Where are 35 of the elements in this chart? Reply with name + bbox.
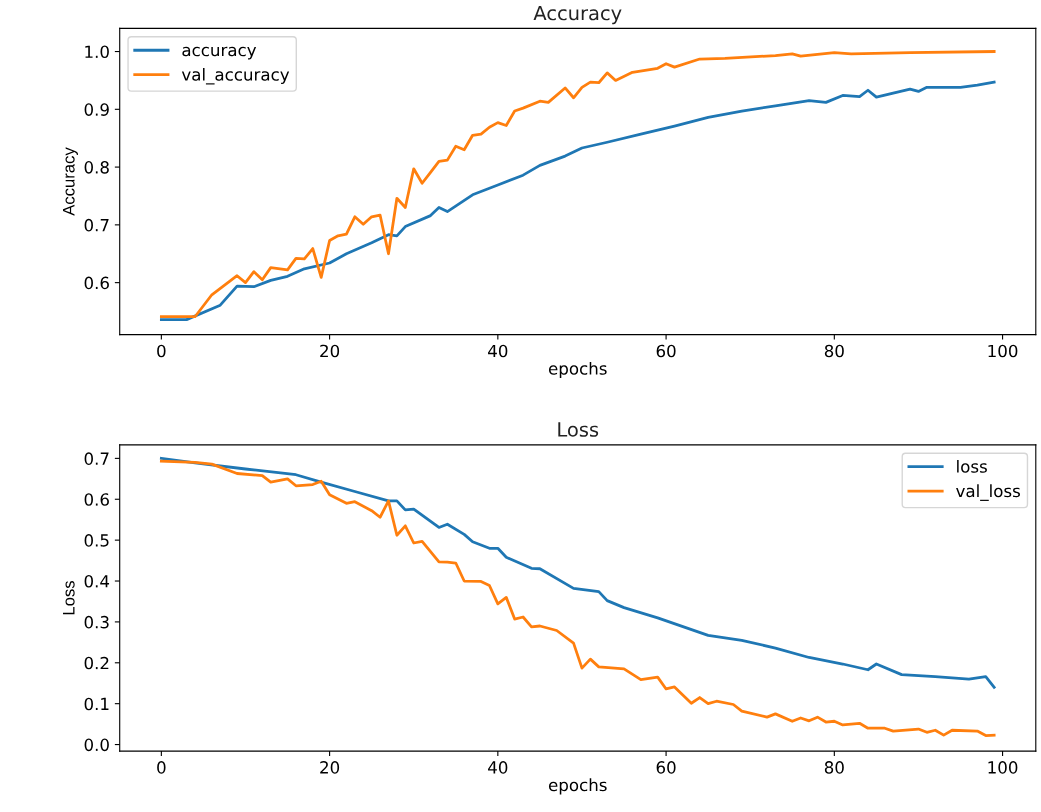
y-tick-label: 0.7 <box>84 218 109 232</box>
x-tick-label: 0 <box>157 761 166 774</box>
x-tick-label: 20 <box>320 344 340 358</box>
x-tick-label: 40 <box>488 344 508 358</box>
y-tick-label: 0.6 <box>84 276 109 290</box>
x-axis-title: epochs <box>548 361 607 379</box>
x-tick-label: 0 <box>157 344 166 358</box>
x-tick-label: 60 <box>656 344 676 358</box>
x-tick-label: 80 <box>824 761 844 774</box>
x-tick-label: 60 <box>656 761 676 774</box>
x-tick-label: 40 <box>488 761 508 774</box>
legend-label: loss <box>957 459 987 473</box>
legend-label: accuracy <box>182 46 257 60</box>
y-tick-label: 0.4 <box>84 574 110 588</box>
chart-title: Accuracy <box>533 5 622 25</box>
y-tick-label: 0.9 <box>84 103 109 116</box>
x-tick-label: 20 <box>320 761 340 774</box>
x-tick-label: 100 <box>988 344 1018 358</box>
x-axis-title: epochs <box>548 778 607 795</box>
y-tick-label: 0.5 <box>84 534 109 547</box>
y-tick-label: 0.2 <box>84 656 109 670</box>
y-tick-label: 0.6 <box>84 493 109 506</box>
y-tick-label: 0.3 <box>84 615 109 629</box>
chart-title: Loss <box>558 422 599 437</box>
x-tick-label: 100 <box>988 761 1018 774</box>
x-tick-label: 80 <box>824 344 844 358</box>
legend-label: val_accuracy <box>181 67 290 85</box>
y-axis-title: Accuracy <box>63 147 78 216</box>
legend-label: val_loss <box>956 484 1020 501</box>
y-tick-label: 0.1 <box>84 697 109 711</box>
y-tick-label: 0.7 <box>84 452 109 465</box>
y-tick-label: 1.0 <box>85 45 109 59</box>
y-tick-label: 0.0 <box>84 738 109 752</box>
y-tick-label: 0.8 <box>84 161 109 174</box>
y-axis-title: Loss <box>63 580 75 615</box>
